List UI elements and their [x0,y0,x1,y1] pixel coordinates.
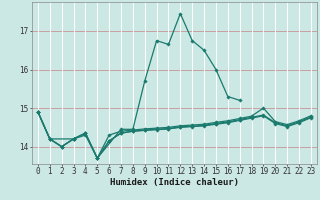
X-axis label: Humidex (Indice chaleur): Humidex (Indice chaleur) [110,178,239,187]
